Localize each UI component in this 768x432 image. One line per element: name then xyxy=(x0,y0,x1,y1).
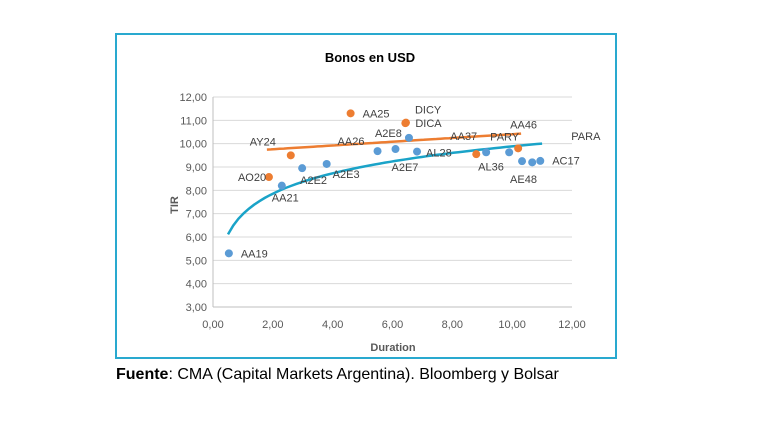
trendline xyxy=(226,142,543,236)
data-label-ao20: AO20 xyxy=(238,172,266,184)
data-label-aa46: AA46 xyxy=(510,119,537,131)
y-tick-label: 12,00 xyxy=(179,92,207,104)
source-caption: Fuente: CMA (Capital Markets Argentina).… xyxy=(116,366,559,384)
x-axis-title: Duration xyxy=(370,342,416,354)
y-tick-label: 11,00 xyxy=(180,115,207,127)
data-point-aa21 xyxy=(277,181,286,190)
y-tick-label: 7,00 xyxy=(186,209,207,221)
data-label-dica: DICA xyxy=(415,118,442,130)
x-tick-label: 8,00 xyxy=(442,319,463,331)
data-point-ay24 xyxy=(286,151,295,160)
data-point-a2e2 xyxy=(298,164,307,173)
y-tick-label: 6,00 xyxy=(186,232,207,244)
y-tick-label: 5,00 xyxy=(186,255,207,267)
y-tick-label: 8,00 xyxy=(186,185,207,197)
data-label-a2e7: A2E7 xyxy=(391,162,418,174)
data-point-ac17 xyxy=(528,158,537,167)
data-label-para: PARA xyxy=(571,131,601,143)
data-label-aa37: AA37 xyxy=(450,131,477,143)
data-label-aa25: AA25 xyxy=(363,108,390,120)
y-tick-label: 4,00 xyxy=(186,279,207,291)
data-point-aa46 xyxy=(514,144,523,153)
y-tick-label: 10,00 xyxy=(179,139,207,151)
x-tick-label: 6,00 xyxy=(382,319,403,331)
data-label-dicy: DICY xyxy=(415,105,442,117)
x-tick-label: 2,00 xyxy=(262,319,283,331)
data-label-aa21: AA21 xyxy=(272,193,299,205)
data-point-al28 xyxy=(413,147,422,156)
y-tick-label: 3,00 xyxy=(186,302,207,314)
data-point-aa26 xyxy=(373,147,382,156)
caption-text: : CMA (Capital Markets Argentina). Bloom… xyxy=(168,366,559,383)
data-label-aa26: AA26 xyxy=(338,136,365,148)
y-axis-title: TIR xyxy=(169,196,181,214)
data-label-a2e3: A2E3 xyxy=(333,169,360,181)
data-label-pary: PARY xyxy=(490,131,520,143)
y-tick-label: 9,00 xyxy=(186,162,207,174)
data-label-ae48: AE48 xyxy=(510,174,537,186)
data-label-aa19: AA19 xyxy=(241,248,268,260)
data-point-ao20 xyxy=(264,173,273,182)
data-point-dica xyxy=(401,119,410,128)
data-label-al28: AL28 xyxy=(426,148,452,160)
data-label-a2e8: A2E8 xyxy=(375,128,402,140)
data-label-ac17: AC17 xyxy=(552,155,580,167)
data-point-a2e7 xyxy=(391,145,400,154)
chart-frame xyxy=(115,33,617,359)
x-tick-label: 10,00 xyxy=(498,319,526,331)
x-tick-label: 4,00 xyxy=(322,319,343,331)
x-tick-label: 0,00 xyxy=(202,319,223,331)
data-label-al36: AL36 xyxy=(478,161,504,173)
data-point-ae48 xyxy=(518,157,527,166)
data-point-para xyxy=(536,156,545,165)
data-point-aa19 xyxy=(224,249,233,258)
chart-title: Bonos en USD xyxy=(325,50,415,65)
data-point-a2e3 xyxy=(322,159,331,168)
caption-bold: Fuente xyxy=(116,366,169,383)
data-point-al36 xyxy=(482,148,491,157)
data-point-pary xyxy=(505,148,514,157)
data-label-ay24: AY24 xyxy=(250,136,276,148)
trendline xyxy=(266,132,522,151)
data-label-a2e2: A2E2 xyxy=(300,175,327,187)
data-point-aa37 xyxy=(472,150,481,159)
data-point-aa25 xyxy=(346,109,355,118)
data-point-a2e8 xyxy=(404,133,413,142)
x-tick-label: 12,00 xyxy=(558,319,586,331)
